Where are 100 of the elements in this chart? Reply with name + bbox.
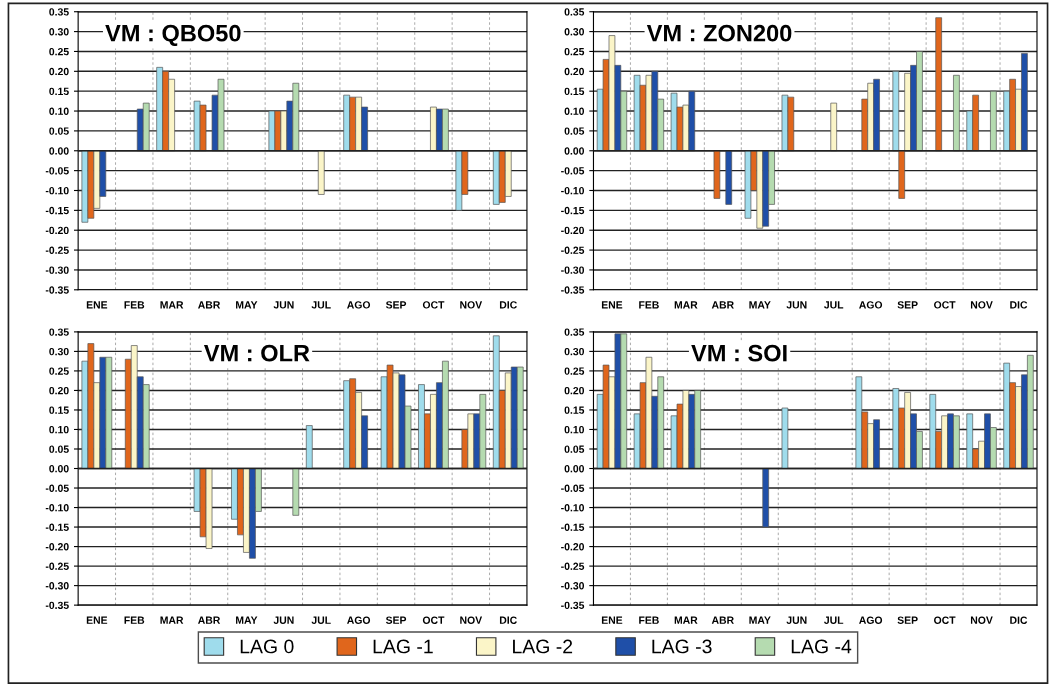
y-tick-label: 0.20: [49, 67, 69, 76]
bar: [892, 70, 900, 152]
x-tick-label: DIC: [499, 616, 517, 624]
bar: [670, 92, 678, 152]
y-tick-label: 0.30: [49, 28, 69, 36]
x-tick-label: JUL: [824, 616, 844, 624]
legend-label: LAG -1: [373, 639, 433, 654]
bar: [305, 425, 313, 469]
x-tick-label: MAR: [160, 616, 184, 624]
y-tick-label: 0.15: [49, 87, 69, 96]
chart-title: VM : SOI: [691, 344, 787, 362]
x-tick-label: ENE: [601, 616, 623, 624]
x-tick-label: NOV: [970, 616, 993, 624]
y-tick-label: -0.05: [561, 484, 585, 492]
bar: [830, 102, 838, 152]
y-tick-label: 0.30: [49, 347, 69, 356]
bar: [935, 17, 942, 152]
y-tick-label: -0.25: [45, 246, 69, 254]
bar: [317, 150, 325, 195]
y-tick-label: -0.05: [561, 167, 585, 175]
y-tick-label: 0.25: [564, 47, 585, 56]
x-tick-label: SEP: [897, 301, 918, 309]
bar: [292, 468, 300, 516]
x-tick-label: AGO: [347, 301, 371, 309]
x-tick-label: JUN: [273, 301, 294, 309]
y-tick-label: -0.25: [561, 246, 585, 254]
bar: [633, 74, 641, 152]
legend-label: LAG -4: [791, 639, 852, 654]
legend-label: LAG -3: [652, 639, 712, 654]
y-tick-label: -0.30: [45, 582, 69, 590]
x-tick-label: SEP: [897, 616, 918, 624]
x-tick-label: MAY: [749, 301, 771, 309]
legend-label: LAG -2: [513, 639, 573, 654]
y-tick-label: 0.20: [564, 386, 585, 395]
y-tick-label: 0.00: [564, 465, 585, 473]
legend-label: LAG 0: [240, 639, 294, 654]
y-tick-label: 0.35: [564, 328, 585, 336]
y-tick-label: -0.35: [45, 601, 69, 610]
y-tick-label: -0.15: [45, 523, 69, 531]
x-tick-label: DIC: [1010, 616, 1028, 624]
y-tick-label: -0.15: [45, 206, 69, 215]
y-tick-label: 0.15: [49, 406, 69, 414]
x-tick-label: AGO: [859, 301, 883, 309]
y-tick-label: 0.35: [49, 328, 69, 336]
y-tick-label: 0.05: [49, 445, 69, 453]
y-tick-label: 0.00: [49, 147, 69, 155]
y-tick-label: 0.05: [564, 445, 585, 453]
y-tick-label: -0.10: [45, 186, 69, 195]
x-tick-label: JUL: [311, 616, 331, 624]
chart-title: VM : ZON200: [646, 24, 792, 42]
x-tick-label: DIC: [1010, 301, 1028, 309]
bar: [966, 413, 974, 469]
bar: [725, 150, 733, 205]
y-tick-label: 0.35: [564, 8, 585, 16]
y-tick-label: 0.05: [49, 127, 69, 135]
y-tick-label: -0.05: [45, 167, 69, 175]
y-tick-label: -0.20: [45, 226, 69, 235]
x-tick-label: SEP: [385, 616, 407, 624]
y-tick-label: 0.20: [564, 67, 585, 76]
x-tick-label: NOV: [970, 301, 993, 309]
x-tick-label: JUN: [273, 616, 294, 624]
bar: [762, 468, 770, 528]
bar: [781, 407, 789, 469]
x-tick-label: JUL: [824, 301, 844, 309]
y-tick-label: -0.20: [45, 543, 69, 551]
x-tick-label: ENE: [86, 301, 108, 309]
bar: [898, 150, 906, 199]
x-tick-label: FEB: [639, 301, 659, 309]
text: VM : QBO50: [105, 24, 241, 46]
x-tick-label: MAR: [674, 301, 698, 309]
x-tick-label: OCT: [934, 301, 956, 309]
x-tick-label: FEB: [124, 301, 145, 309]
y-tick-label: 0.10: [564, 425, 585, 434]
y-tick-label: -0.25: [45, 562, 69, 570]
y-tick-label: 0.25: [49, 367, 69, 375]
x-tick-label: MAY: [749, 616, 771, 624]
y-tick-label: -0.35: [45, 286, 69, 294]
y-tick-label: -0.20: [561, 226, 585, 235]
x-tick-label: ABR: [711, 301, 734, 309]
x-tick-label: MAR: [160, 301, 184, 309]
y-tick-label: 0.00: [564, 147, 585, 155]
y-tick-label: 0.10: [49, 425, 69, 434]
y-tick-label: -0.15: [561, 523, 585, 531]
x-tick-label: SEP: [385, 301, 407, 309]
y-tick-label: -0.10: [45, 504, 69, 512]
x-tick-label: JUN: [786, 301, 807, 309]
x-tick-label: JUL: [311, 301, 331, 309]
bar: [929, 393, 937, 469]
bar: [953, 74, 960, 152]
y-tick-label: -0.10: [561, 186, 585, 195]
x-tick-label: DIC: [499, 301, 517, 309]
chart-title: VM : OLR: [203, 344, 310, 362]
y-tick-label: 0.25: [564, 367, 585, 375]
x-tick-label: ABR: [711, 616, 734, 624]
bar: [744, 150, 752, 219]
x-tick-label: MAY: [236, 301, 258, 309]
y-tick-label: 0.10: [49, 107, 69, 115]
y-tick-label: -0.30: [45, 266, 69, 274]
x-tick-label: AGO: [859, 616, 883, 624]
y-tick-label: -0.10: [561, 504, 585, 512]
